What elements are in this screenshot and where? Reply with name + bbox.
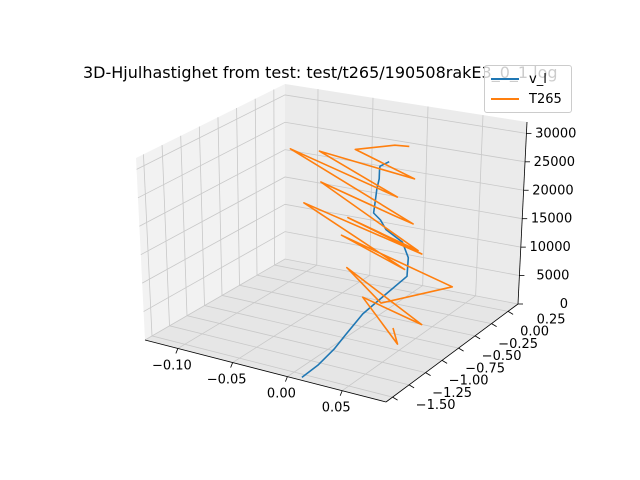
y-tick-label: −0.25 [498, 337, 538, 352]
y-tick-mark [458, 347, 464, 352]
y-tick-mark [425, 372, 431, 376]
y-tick-label: −0.75 [465, 361, 505, 376]
series-line-v-l [301, 160, 410, 379]
legend-label-t265: T265 [529, 91, 562, 107]
legend-label-v-l: v_l [529, 71, 547, 87]
gridline-z [137, 121, 526, 199]
legend-entry-t265: T265 [491, 90, 562, 108]
gridline-z [140, 176, 523, 256]
gridline-z [139, 149, 524, 227]
y-tick-label: −1.00 [449, 374, 489, 389]
y-tick-mark [507, 311, 514, 315]
z-axis-line [517, 121, 528, 305]
legend-swatch-t265 [491, 98, 519, 100]
y-tick-mark [491, 323, 497, 327]
x-tick-label: −0.10 [152, 358, 192, 373]
gridline-z [143, 231, 520, 312]
y-tick-label: −0.50 [482, 349, 522, 364]
z-tick-label: 0 [560, 297, 568, 312]
x-tick-mark [285, 376, 288, 382]
legend: v_l T265 [484, 65, 572, 113]
gridline-z [136, 94, 527, 170]
y-axis-line [385, 303, 519, 403]
chart-title: 3D-Hjulhastighet from test: test/t265/19… [83, 63, 558, 82]
y-tick-label: −1.50 [416, 398, 456, 413]
x-axis-line [144, 339, 387, 403]
x-tick-mark [230, 362, 234, 368]
series-line-t265 [289, 144, 454, 345]
legend-entry-v-l: v_l [491, 70, 547, 88]
y-tick-mark [441, 360, 448, 364]
y-tick-label: 0.00 [520, 325, 549, 340]
z-tick-label: 15000 [531, 212, 572, 227]
z-tick-label: 20000 [532, 183, 573, 198]
y-tick-mark [408, 384, 415, 389]
y-tick-mark [474, 335, 481, 340]
z-tick-label: 25000 [534, 155, 575, 170]
gridline-z [141, 203, 521, 284]
x-tick-label: 0.05 [322, 401, 351, 416]
pane-back [285, 84, 527, 304]
x-tick-label: 0.00 [267, 387, 296, 402]
pane-left [136, 84, 285, 340]
y-tick-label: −1.25 [432, 386, 472, 401]
x-tick-mark [339, 390, 343, 396]
z-tick-label: 5000 [536, 269, 569, 284]
legend-swatch-v-l [491, 78, 519, 80]
z-tick-label: 30000 [535, 126, 576, 141]
y-tick-label: 0.25 [537, 312, 566, 327]
y-tick-mark [392, 396, 398, 401]
x-tick-label: −0.05 [207, 373, 247, 388]
x-tick-mark [175, 348, 179, 354]
z-tick-label: 10000 [529, 240, 570, 255]
